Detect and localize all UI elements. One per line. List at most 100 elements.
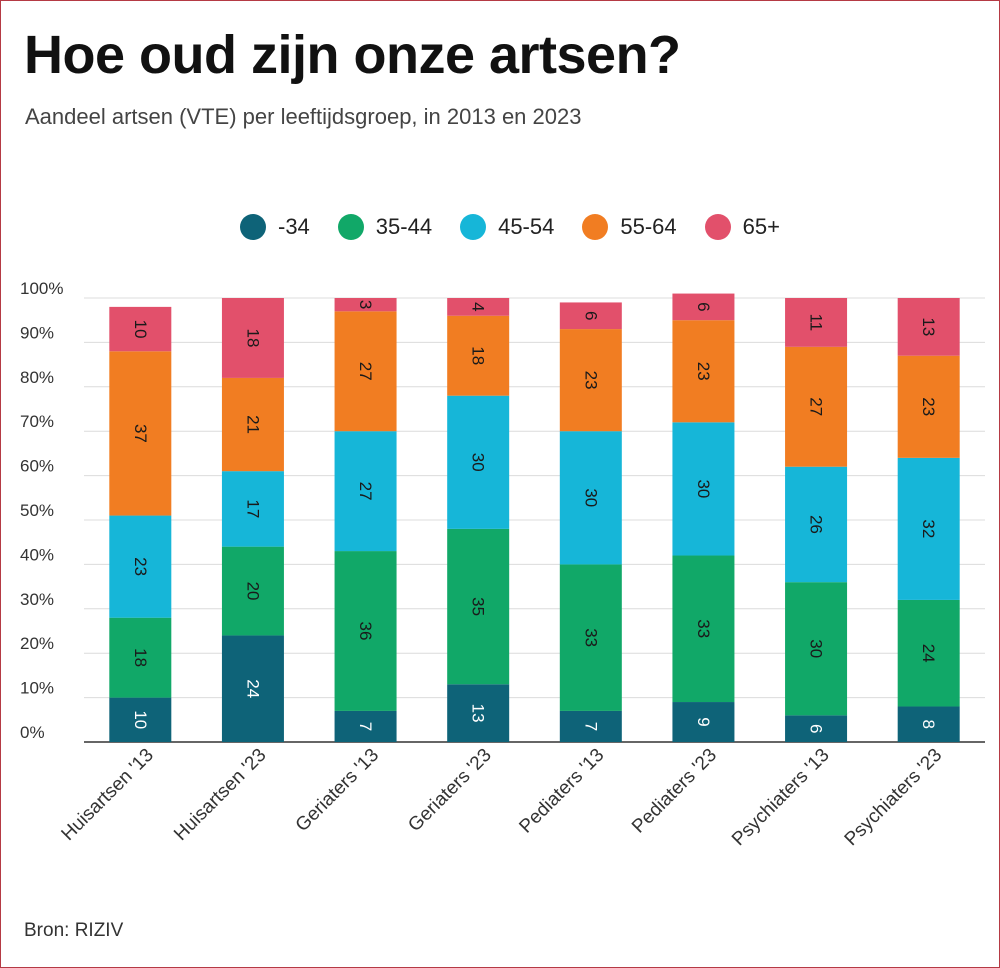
x-tick-label: Psychiaters '13	[728, 745, 834, 851]
bar-segment	[221, 377, 284, 472]
bar-segment	[109, 351, 172, 516]
bar-segment	[447, 684, 510, 742]
y-tick-label: 70%	[20, 412, 54, 431]
data-label: 20	[243, 582, 262, 601]
data-label: 10	[131, 320, 150, 339]
y-tick-label: 60%	[20, 457, 54, 476]
bar-segment	[109, 306, 172, 352]
bar-segment	[559, 302, 622, 330]
data-label: 7	[581, 722, 600, 731]
y-tick-label: 80%	[20, 368, 54, 387]
bar-segment	[109, 515, 172, 618]
legend-label: 55-64	[620, 214, 677, 239]
data-label: 27	[807, 397, 826, 416]
legend-item: 35-44	[337, 214, 433, 240]
data-label: 23	[581, 371, 600, 390]
x-tick-label: Huisartsen '23	[170, 745, 270, 845]
data-label: 3	[356, 300, 375, 309]
x-tick-label: Huisartsen '13	[58, 745, 158, 845]
source-note: Bron: RIZIV	[24, 920, 124, 941]
y-tick-label: 40%	[20, 545, 54, 564]
bar-segment	[221, 635, 284, 742]
bar-segment	[559, 329, 622, 432]
data-label: 18	[131, 648, 150, 667]
legend-label: 35-44	[375, 214, 433, 239]
bar-segment	[897, 355, 960, 458]
data-label: 18	[243, 328, 262, 347]
data-label: 17	[243, 499, 262, 518]
data-label: 30	[469, 453, 488, 472]
data-label: 13	[469, 704, 488, 723]
data-label: 21	[243, 415, 262, 434]
bar-segment	[334, 431, 397, 552]
legend-item: 55-64	[582, 214, 677, 240]
data-label: 6	[694, 302, 713, 311]
bar-segment	[672, 702, 735, 742]
data-label: 18	[469, 346, 488, 365]
bar-segment	[785, 715, 848, 742]
data-label: 36	[356, 622, 375, 641]
bar-segment	[447, 528, 510, 685]
data-label: 9	[694, 717, 713, 726]
x-tick-label: Geriaters '23	[404, 745, 495, 836]
legend-label: -34	[278, 214, 310, 239]
legend-swatch	[337, 214, 364, 240]
bar-segment	[334, 551, 397, 711]
legend-swatch	[460, 214, 487, 240]
data-label: 33	[694, 619, 713, 638]
legend: -34 35-44 45-54 55-64 65+	[240, 210, 808, 244]
data-label: 26	[807, 515, 826, 534]
chart-title: Hoe oud zijn onze artsen?	[24, 25, 681, 85]
data-label: 6	[807, 724, 826, 733]
legend-swatch	[704, 214, 731, 240]
bar-segment	[447, 395, 510, 529]
data-label: 23	[919, 397, 938, 416]
data-label: 4	[469, 302, 488, 311]
bar-segment	[221, 298, 284, 378]
data-label: 24	[919, 644, 938, 663]
x-tick-label: Geriaters '13	[292, 745, 383, 836]
bar-segment	[672, 320, 735, 423]
chart-subtitle: Aandeel artsen (VTE) per leeftijdsgroep,…	[25, 104, 582, 129]
data-label: 6	[581, 311, 600, 320]
legend-swatch	[240, 214, 266, 240]
bar-segment	[334, 298, 397, 312]
y-tick-label: 50%	[20, 501, 54, 520]
bar-segment	[785, 466, 848, 583]
bar-segment	[447, 298, 510, 316]
bar-segment	[334, 710, 397, 742]
data-label: 8	[919, 720, 938, 729]
bar-segment	[559, 564, 622, 711]
y-tick-label: 30%	[20, 590, 54, 609]
y-tick-label: 10%	[20, 679, 54, 698]
bar-segment	[672, 555, 735, 703]
x-tick-label: Pediaters '13	[515, 745, 608, 838]
data-label: 24	[243, 679, 262, 698]
data-label: 32	[919, 519, 938, 538]
data-label: 35	[469, 597, 488, 616]
bar-segment	[897, 298, 960, 356]
data-label: 27	[356, 362, 375, 381]
data-label: 10	[131, 710, 150, 729]
bar-segment	[559, 431, 622, 565]
data-label: 7	[356, 722, 375, 731]
bar-segment	[334, 311, 397, 432]
data-label: 27	[356, 482, 375, 501]
bar-segment	[221, 546, 284, 636]
bar-segment	[672, 293, 735, 321]
data-label: 11	[807, 314, 826, 332]
y-tick-label: 90%	[20, 323, 54, 342]
x-tick-label: Pediaters '23	[628, 745, 721, 838]
data-label: 23	[694, 362, 713, 381]
y-tick-label: 100%	[20, 279, 63, 298]
data-label: 23	[131, 557, 150, 576]
bar-segment	[221, 471, 284, 547]
data-label: 30	[581, 488, 600, 507]
bar-segment	[785, 582, 848, 716]
bar-segment	[559, 710, 622, 742]
data-label: 30	[694, 479, 713, 498]
y-tick-label: 20%	[20, 634, 54, 653]
bar-segment	[109, 617, 172, 698]
legend-label: 65+	[742, 214, 780, 239]
